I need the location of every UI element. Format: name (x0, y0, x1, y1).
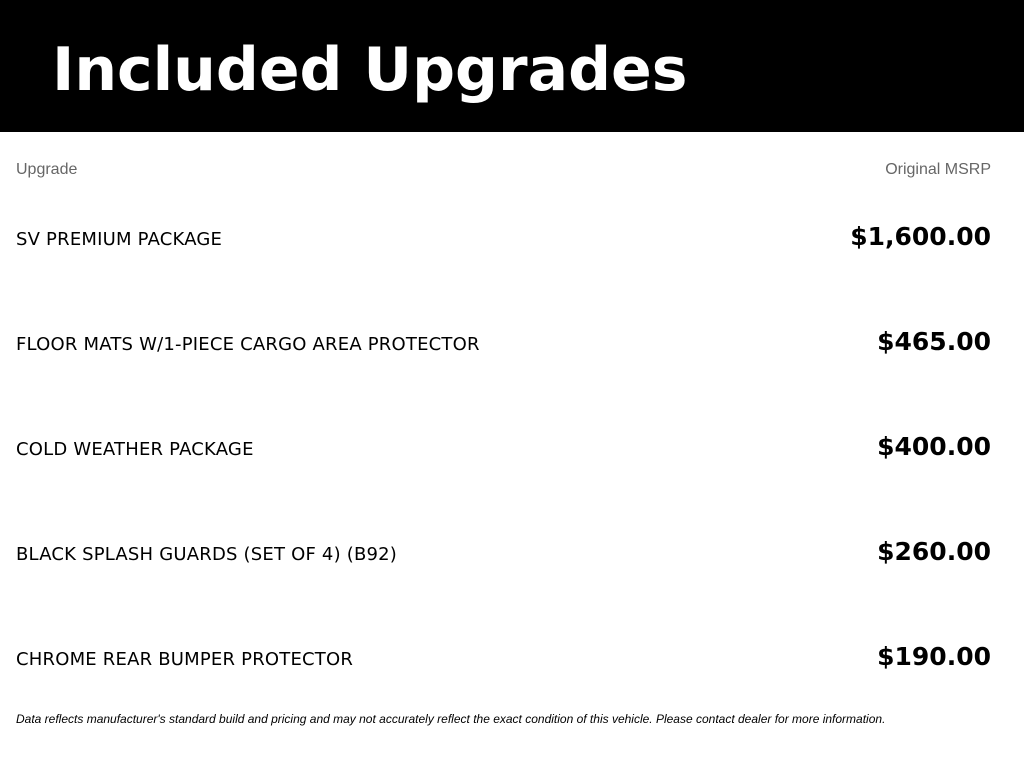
upgrade-price: $190.00 (877, 642, 991, 671)
table-row: COLD WEATHER PACKAGE $400.00 (16, 430, 991, 470)
upgrade-name: FLOOR MATS W/1-PIECE CARGO AREA PROTECTO… (16, 334, 480, 355)
upgrade-name: COLD WEATHER PACKAGE (16, 439, 254, 460)
column-header-msrp: Original MSRP (885, 161, 991, 178)
upgrade-name: SV PREMIUM PACKAGE (16, 229, 223, 250)
table-row: BLACK SPLASH GUARDS (SET OF 4) (B92) $26… (16, 535, 991, 575)
table-row: FLOOR MATS W/1-PIECE CARGO AREA PROTECTO… (16, 325, 991, 365)
upgrade-price: $1,600.00 (850, 222, 991, 251)
upgrade-price: $400.00 (877, 432, 991, 461)
table-row: SV PREMIUM PACKAGE $1,600.00 (16, 220, 991, 260)
table-row: CHROME REAR BUMPER PROTECTOR $190.00 (16, 640, 991, 680)
column-header-upgrade: Upgrade (16, 161, 78, 178)
upgrade-name: BLACK SPLASH GUARDS (SET OF 4) (B92) (16, 544, 398, 565)
upgrade-price: $465.00 (877, 327, 991, 356)
upgrade-name: CHROME REAR BUMPER PROTECTOR (16, 649, 354, 670)
header-banner: Included Upgrades (0, 0, 1024, 132)
page-title: Included Upgrades (52, 35, 688, 105)
upgrade-price: $260.00 (877, 537, 991, 566)
disclaimer-text: Data reflects manufacturer's standard bu… (16, 712, 886, 726)
